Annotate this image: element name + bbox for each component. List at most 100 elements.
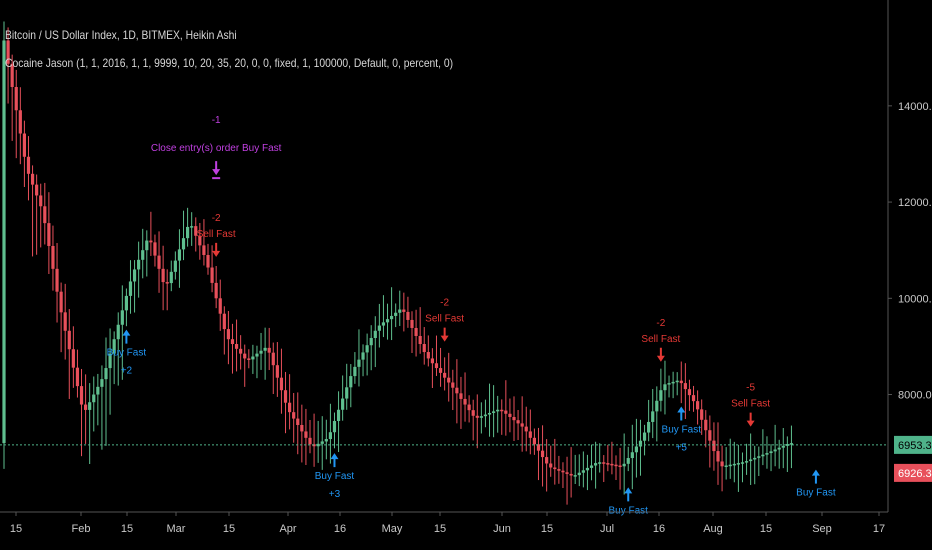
x-tick-label: 15 [223,523,235,535]
close-arrow-icon [212,161,221,176]
signal-label: Buy Fast [107,348,147,359]
candle [365,333,369,376]
signal-sell[interactable]: Sell Fast -2 [425,298,464,342]
signal-buy[interactable]: Buy Fast +2 [107,329,147,377]
candle [443,357,447,391]
signal-sell[interactable]: Sell Fast -2 [197,213,236,257]
candle [14,69,18,159]
buy-arrow-icon [122,329,131,344]
candle [712,422,716,471]
candle [186,207,190,247]
candle [279,348,284,414]
signal-sell[interactable]: Sell Fast -2 [641,318,681,362]
candle [557,455,561,484]
candle [614,455,618,481]
candle [545,439,549,492]
candle [463,372,467,422]
candle [259,332,263,370]
candle [524,406,528,452]
signal-buy[interactable]: Buy Fast +3 [315,453,355,500]
candle [202,219,206,266]
candle [663,360,667,415]
candle [536,427,541,481]
buy-arrow-icon [624,487,633,502]
study-legend[interactable]: Cocaine Jason (1, 1, 2016, 1, 1, 9999, 1… [5,56,454,70]
y-tick-label: 10000.00 [898,293,932,305]
candle [30,165,35,257]
candle [51,225,55,291]
candle [104,337,108,446]
candle [753,445,757,485]
x-tick-label: Sep [812,523,832,535]
candle [214,265,218,309]
x-tick-label: Apr [279,523,296,535]
candle [426,335,430,367]
candle [516,409,520,441]
signal-buy[interactable]: Buy Fast [796,469,836,499]
candle [369,325,373,371]
candle [577,454,581,487]
candle [655,386,659,442]
signal-sell[interactable]: Sell Fast -5 [731,383,770,427]
x-tick-label: Jul [600,523,614,535]
candle [357,329,361,387]
candle [336,391,341,453]
candle [430,348,434,388]
x-tick-label: Mar [167,523,186,535]
candle [675,372,679,396]
candle [161,245,165,311]
candle [716,422,720,485]
candle [761,429,765,466]
y-tick-label: 14000.00 [898,101,932,113]
y-tick-label: 12000.00 [898,197,932,209]
candle [210,245,214,293]
candle [67,309,71,399]
candle [247,349,251,369]
x-tick-label: 15 [10,523,22,535]
candle [328,403,332,464]
candle [691,385,696,412]
candle [789,425,794,469]
x-tick-label: 15 [121,523,133,535]
candle [504,380,508,436]
candle [194,217,198,252]
signal-label: Sell Fast [425,314,464,325]
candle [630,424,634,490]
candle [292,392,296,443]
candle [626,446,630,472]
candle [683,363,687,420]
candle [647,399,651,442]
candle [153,234,157,267]
candle [373,316,377,368]
candle [565,456,569,505]
candle [773,424,777,467]
candle [149,211,153,256]
signal-buy[interactable]: Buy Fast +5 [662,406,702,454]
signal-qty: -1 [212,115,221,126]
candle [679,361,683,404]
candle [381,295,386,338]
price-badges: 6953.30 6926.34 [894,435,932,482]
candle [708,415,712,468]
signal-label: Close entry(s) order Buy Fast [151,143,282,154]
signal-qty: -2 [656,318,665,329]
candle [132,260,137,313]
candle [459,376,463,429]
x-tick-label: Feb [72,523,91,535]
candle [6,27,10,104]
candle [206,243,210,275]
candle [181,210,186,261]
y-axis[interactable]: 14000.00 12000.00 10000.00 8000.00 [887,0,932,512]
signal-close[interactable]: Close entry(s) order Buy Fast -1 [151,115,282,180]
candle [345,363,349,410]
candle [455,359,459,424]
sell-arrow-icon [212,242,221,257]
candle [553,438,557,485]
candle [598,443,602,473]
candle [100,365,104,450]
candle [43,182,47,245]
candle [602,455,606,483]
x-axis[interactable]: 15 Feb 15 Mar 15 Apr 16 May 15 Jun 15 Jul 16 Aug 15 Sep… [0,511,888,535]
signal-buy[interactable]: Buy Fast [609,487,649,516]
